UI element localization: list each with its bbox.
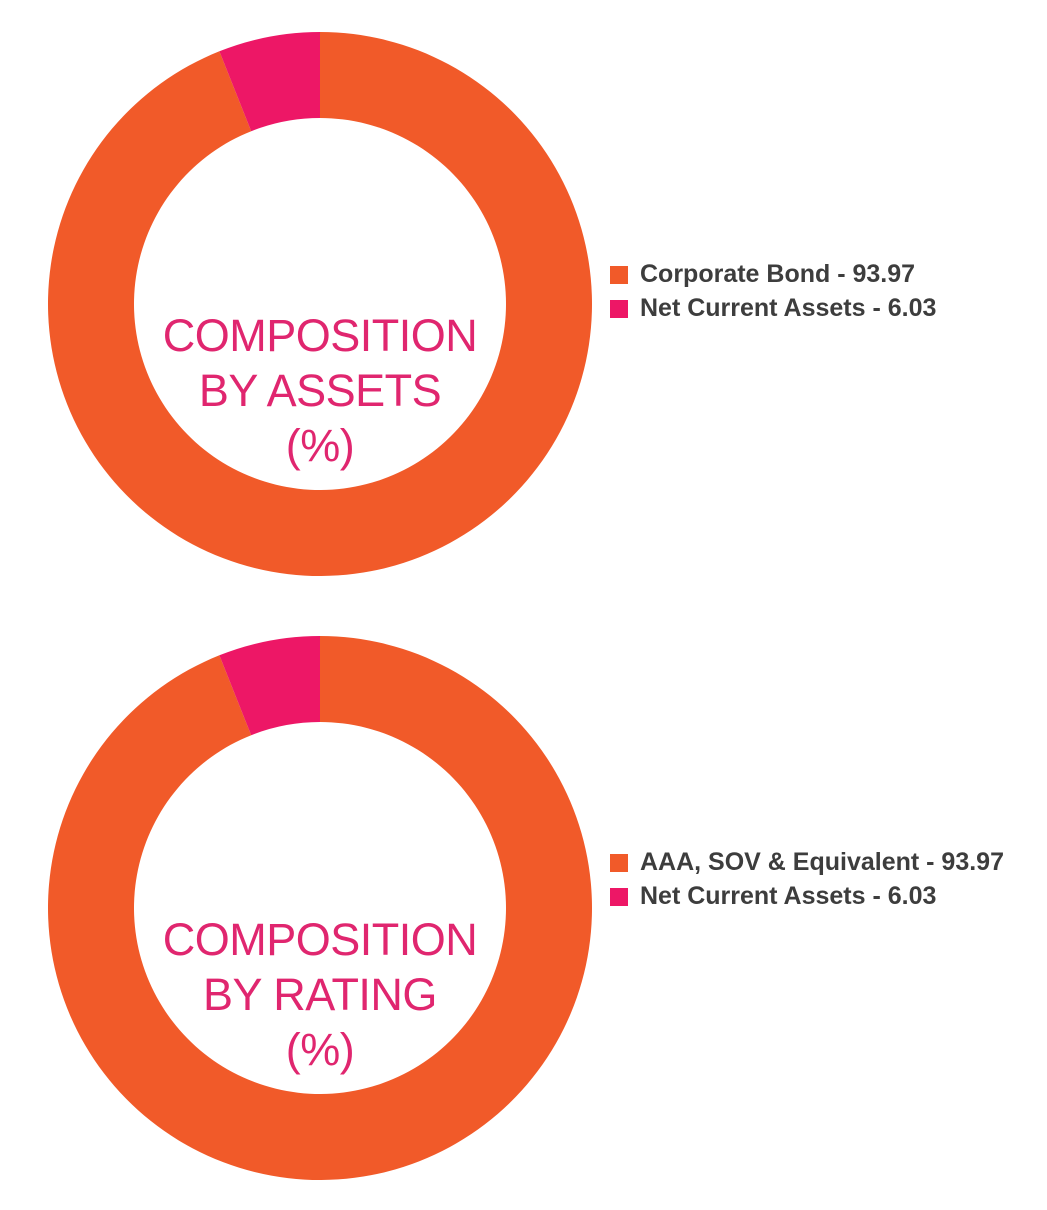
donut-slice-corporate-bond <box>47 32 592 576</box>
chart-title-line: BY RATING <box>203 969 437 1020</box>
chart-title-line: (%) <box>285 1024 355 1075</box>
donut-slice-net-current-assets <box>219 32 320 132</box>
legend-item-aaa-sov-equivalent: AAA, SOV & Equivalent - 93.97 <box>608 846 1028 878</box>
composition-by-assets-donut <box>47 32 592 576</box>
legend-label: Net Current Assets - 6.03 <box>640 294 937 322</box>
composition-by-assets-chart: COMPOSITION BY ASSETS (%) Corporate Bond… <box>0 24 1047 584</box>
composition-by-rating-chart: COMPOSITION BY RATING (%) AAA, SOV & Equ… <box>0 628 1047 1188</box>
legend-label: Net Current Assets - 6.03 <box>640 882 937 910</box>
composition-by-assets-title: COMPOSITION BY ASSETS (%) <box>120 308 520 473</box>
donut-slice-net-current-assets <box>219 636 320 736</box>
legend-swatch <box>610 888 628 906</box>
chart-title-line: BY ASSETS <box>198 365 442 416</box>
composition-by-rating-legend: AAA, SOV & Equivalent - 93.97 Net Curren… <box>608 846 1028 914</box>
chart-title-line: COMPOSITION <box>162 914 478 965</box>
donut-slice-aaa-sov-equivalent <box>47 636 592 1180</box>
chart-title-line: COMPOSITION <box>162 310 478 361</box>
legend-item-net-current-assets: Net Current Assets - 6.03 <box>608 880 1028 912</box>
legend-item-corporate-bond: Corporate Bond - 93.97 <box>608 258 1028 290</box>
legend-swatch <box>610 266 628 284</box>
chart-title-line: (%) <box>285 420 355 471</box>
legend-swatch <box>610 854 628 872</box>
legend-item-net-current-assets: Net Current Assets - 6.03 <box>608 292 1028 324</box>
composition-by-rating-donut <box>47 636 592 1180</box>
composition-by-assets-legend: Corporate Bond - 93.97 Net Current Asset… <box>608 258 1028 326</box>
legend-label: Corporate Bond - 93.97 <box>640 260 916 288</box>
composition-by-rating-title: COMPOSITION BY RATING (%) <box>120 912 520 1077</box>
legend-label: AAA, SOV & Equivalent - 93.97 <box>640 848 1004 876</box>
legend-swatch <box>610 300 628 318</box>
